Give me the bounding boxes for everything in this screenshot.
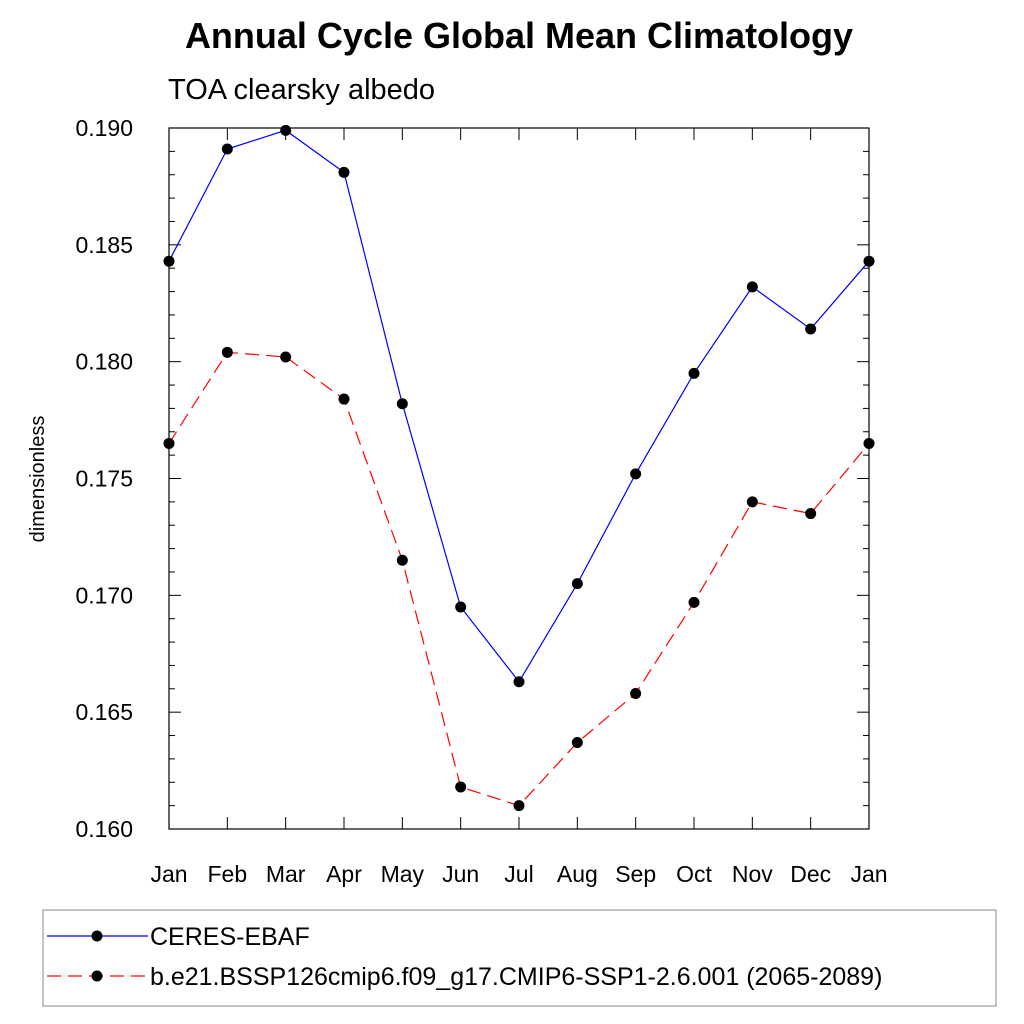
y-tick-label: 0.175 bbox=[75, 466, 133, 492]
x-tick-label: Mar bbox=[266, 861, 306, 887]
plot-frame bbox=[168, 127, 870, 830]
y-tick-label: 0.165 bbox=[75, 699, 133, 725]
y-tick-label: 0.190 bbox=[75, 115, 133, 141]
legend-label-model: b.e21.BSSP126cmip6.f09_g17.CMIP6-SSP1-2.… bbox=[150, 963, 882, 991]
data-point-series-0 bbox=[221, 143, 233, 155]
x-tick-label: Nov bbox=[732, 861, 773, 887]
data-point-series-1 bbox=[338, 393, 350, 405]
data-point-series-0 bbox=[396, 398, 408, 410]
legend-label-ceres: CERES-EBAF bbox=[150, 923, 310, 951]
data-point-series-0 bbox=[746, 281, 758, 293]
data-point-series-0 bbox=[688, 367, 700, 379]
y-tick-label: 0.160 bbox=[75, 816, 133, 842]
data-point-series-0 bbox=[571, 578, 583, 590]
data-point-series-1 bbox=[571, 737, 583, 749]
data-point-series-0 bbox=[863, 255, 875, 267]
data-point-series-1 bbox=[688, 596, 700, 608]
x-tick-label: Jun bbox=[442, 861, 479, 887]
data-point-series-1 bbox=[630, 687, 642, 699]
data-point-series-0 bbox=[805, 323, 817, 335]
x-tick-label: Jan bbox=[150, 861, 187, 887]
data-point-series-0 bbox=[163, 255, 175, 267]
data-point-series-1 bbox=[513, 800, 525, 812]
legend-marker-ceres bbox=[91, 930, 103, 942]
data-point-series-0 bbox=[280, 124, 292, 136]
x-tick-label: May bbox=[381, 861, 425, 887]
x-tick-label: Apr bbox=[326, 861, 362, 887]
data-point-series-0 bbox=[338, 166, 350, 178]
x-tick-label: Aug bbox=[557, 861, 598, 887]
data-point-series-1 bbox=[863, 437, 875, 449]
y-tick-labels: 0.160 0.165 0.170 0.175 0.180 0.185 0.190 bbox=[75, 115, 133, 842]
x-tick-label: Jan bbox=[850, 861, 887, 887]
data-point-series-1 bbox=[805, 508, 817, 520]
data-point-series-1 bbox=[455, 781, 467, 793]
x-tick-label: Dec bbox=[790, 861, 831, 887]
legend: CERES-EBAF b.e21.BSSP126cmip6.f09_g17.CM… bbox=[42, 909, 997, 1007]
y-tick-label: 0.170 bbox=[75, 582, 133, 608]
data-point-series-0 bbox=[630, 468, 642, 480]
x-tick-label: Oct bbox=[676, 861, 712, 887]
data-point-series-0 bbox=[455, 601, 467, 613]
data-point-series-1 bbox=[280, 351, 292, 363]
y-tick-label: 0.180 bbox=[75, 349, 133, 375]
data-point-series-1 bbox=[163, 437, 175, 449]
data-point-series-1 bbox=[221, 346, 233, 358]
chart-subtitle: TOA clearsky albedo bbox=[168, 74, 435, 106]
x-tick-label: Jul bbox=[504, 861, 533, 887]
legend-marker-model bbox=[91, 970, 103, 982]
series-line-0 bbox=[168, 129, 870, 683]
y-axis-label: dimensionless bbox=[27, 416, 49, 543]
series-lines bbox=[163, 124, 875, 812]
x-tick-label: Sep bbox=[615, 861, 656, 887]
data-point-series-0 bbox=[513, 676, 525, 688]
x-tick-label: Feb bbox=[208, 861, 248, 887]
axis-ticks bbox=[168, 127, 870, 830]
series-line-1 bbox=[168, 351, 870, 807]
chart-title: Annual Cycle Global Mean Climatology bbox=[185, 15, 853, 56]
data-point-series-1 bbox=[746, 496, 758, 508]
legend-frame bbox=[42, 909, 997, 1007]
data-point-series-1 bbox=[396, 554, 408, 566]
x-tick-labels: Jan Feb Mar Apr May Jun Jul Aug Sep Oct Nov Dec Jan bbox=[150, 861, 887, 887]
y-tick-label: 0.185 bbox=[75, 232, 133, 258]
